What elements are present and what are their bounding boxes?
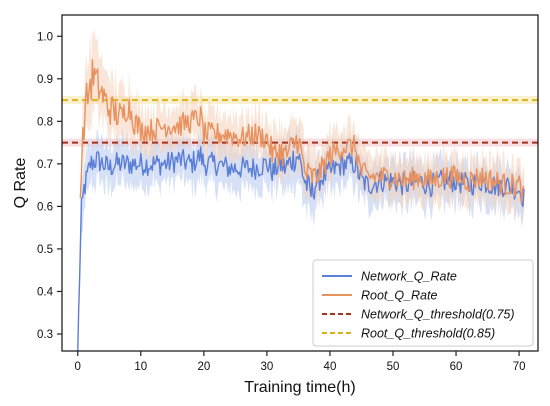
y-tick-label: 0.4 (37, 286, 54, 298)
x-axis-ticks: 0 10 20 30 40 50 60 70 (75, 351, 526, 373)
legend-label-3: Network_Q_threshold(0.75) (361, 308, 515, 322)
y-tick-label: 0.6 (37, 201, 53, 213)
legend-label-2: Root_Q_Rate (361, 289, 437, 303)
x-axis-label: Training time(h) (244, 379, 355, 396)
series-lines (77, 59, 525, 352)
y-tick-label: 1.0 (37, 31, 53, 43)
x-tick-label: 0 (75, 361, 81, 373)
y-tick-label: 0.3 (37, 329, 53, 341)
x-tick-label: 70 (513, 361, 526, 373)
y-tick-label: 0.9 (37, 74, 53, 86)
legend-box (312, 259, 534, 347)
y-tick-label: 0.8 (37, 116, 53, 128)
x-tick-label: 30 (261, 361, 274, 373)
x-tick-label: 60 (450, 361, 463, 373)
y-axis-label: Q Rate (12, 158, 29, 209)
y-tick-label: 0.5 (37, 244, 53, 256)
legend: Network_Q_Rate Root_Q_Rate Network_Q_thres… (312, 259, 534, 347)
x-tick-label: 20 (197, 361, 210, 373)
legend-label-4: Root_Q_threshold(0.85) (361, 327, 495, 341)
plot-frame (61, 14, 539, 352)
series-line-2 (79, 59, 525, 204)
x-tick-label: 10 (134, 361, 147, 373)
threshold-band-2 (62, 96, 538, 105)
x-tick-label: 40 (324, 361, 337, 373)
y-tick-label: 0.7 (37, 159, 53, 171)
x-tick-label: 50 (387, 361, 400, 373)
legend-label-1: Network_Q_Rate (361, 270, 457, 284)
y-axis-ticks: 0.3 0.4 0.5 0.6 0.7 0.8 0.9 1.0 (37, 31, 62, 341)
